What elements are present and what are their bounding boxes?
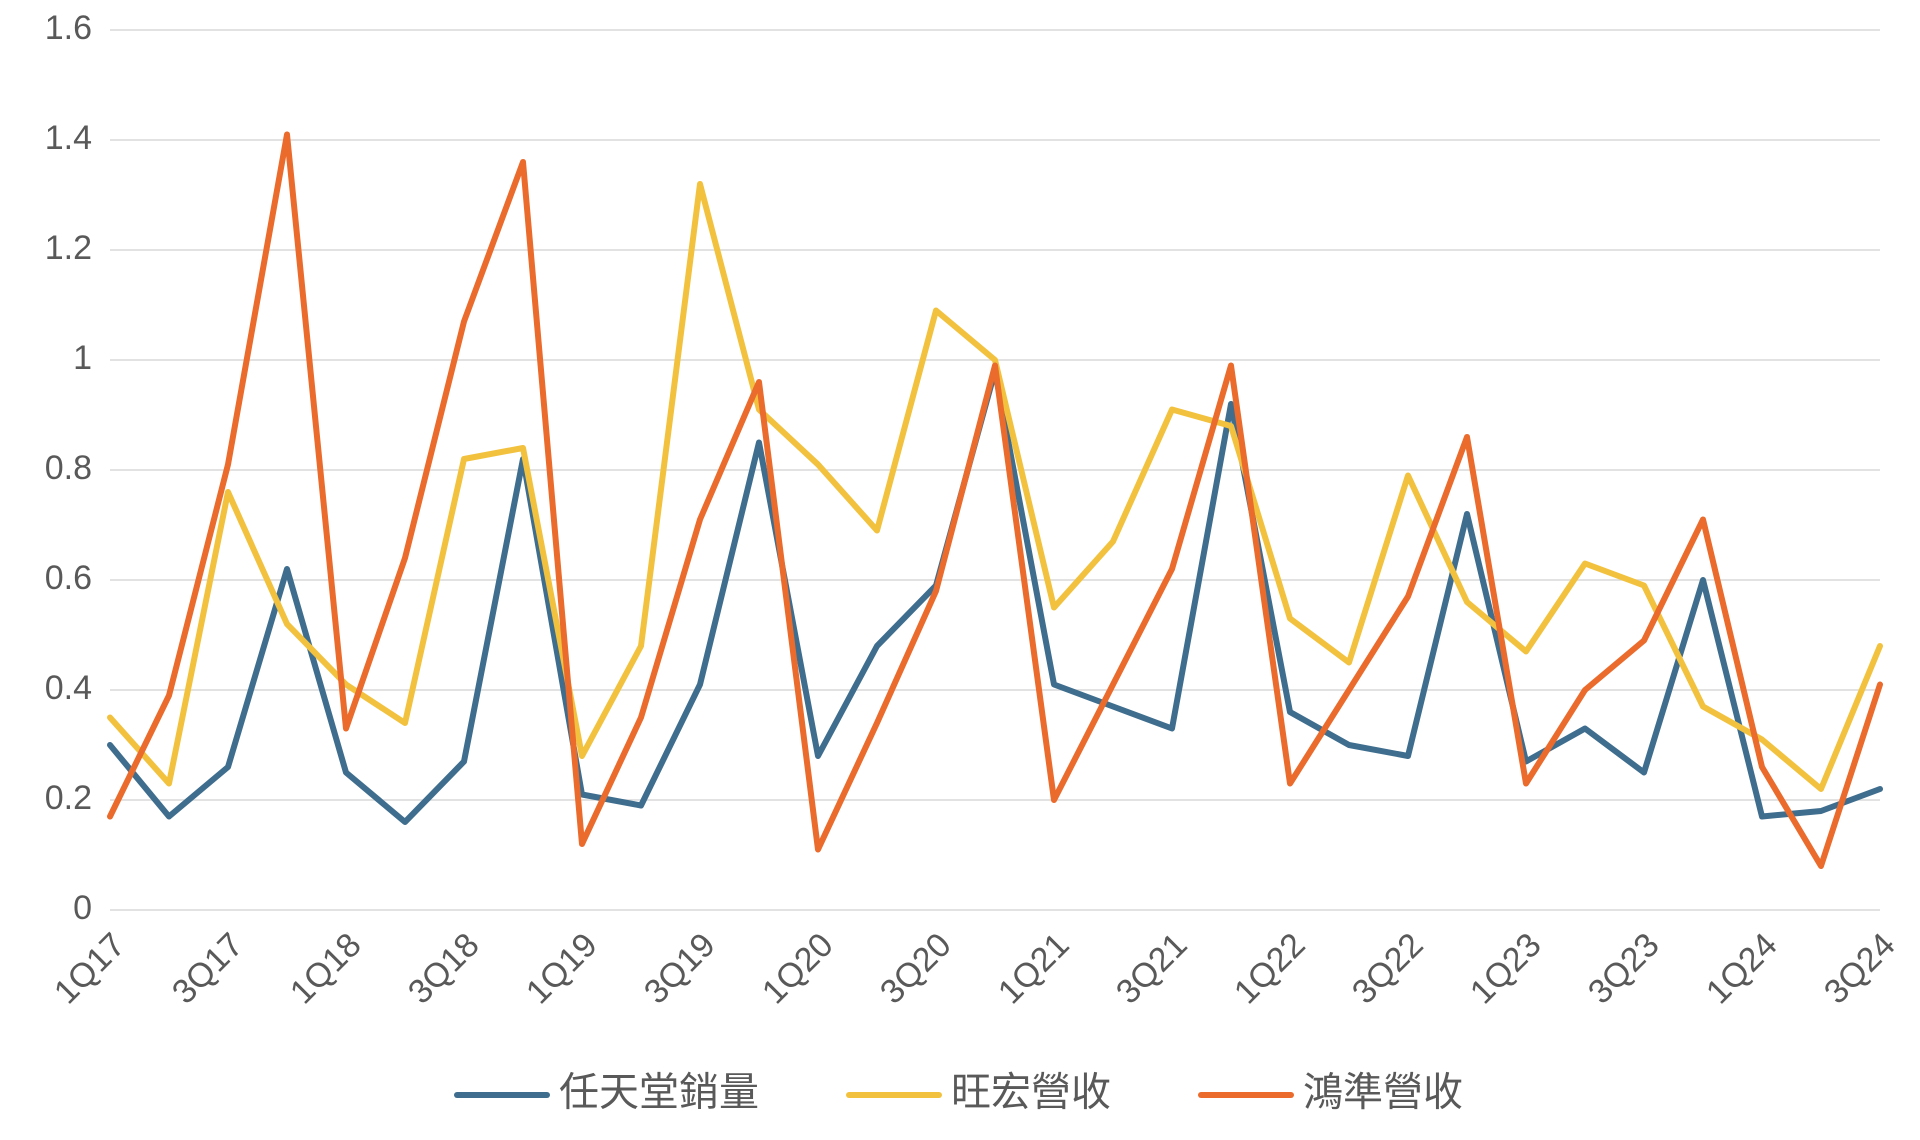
- y-axis-ticks: 0 0.2 0.4 0.6 0.8 1 1.2 1.4 1.6: [45, 9, 92, 927]
- y-tick-label: 0.2: [45, 779, 92, 817]
- y-tick-label: 0.4: [45, 669, 92, 707]
- y-tick-label: 0.8: [45, 449, 92, 487]
- chart-container: 00.20.40.60.811.21.41.61Q173Q171Q183Q181…: [0, 0, 1920, 1140]
- legend: 任天堂銷量 旺宏營收 鴻準營收: [457, 1071, 1463, 1115]
- legend-label: 旺宏營收: [951, 1071, 1111, 1115]
- y-tick-label: 1.4: [45, 119, 92, 157]
- y-tick-label: 0: [73, 889, 92, 927]
- y-tick-label: 1: [73, 339, 92, 377]
- y-tick-label: 0.6: [45, 559, 92, 597]
- legend-label: 鴻準營收: [1303, 1071, 1463, 1115]
- legend-label: 任天堂銷量: [559, 1071, 759, 1115]
- y-tick-label: 1.6: [45, 9, 92, 47]
- y-tick-label: 1.2: [45, 229, 92, 267]
- line-chart: 00.20.40.60.811.21.41.61Q173Q171Q183Q181…: [0, 0, 1920, 1140]
